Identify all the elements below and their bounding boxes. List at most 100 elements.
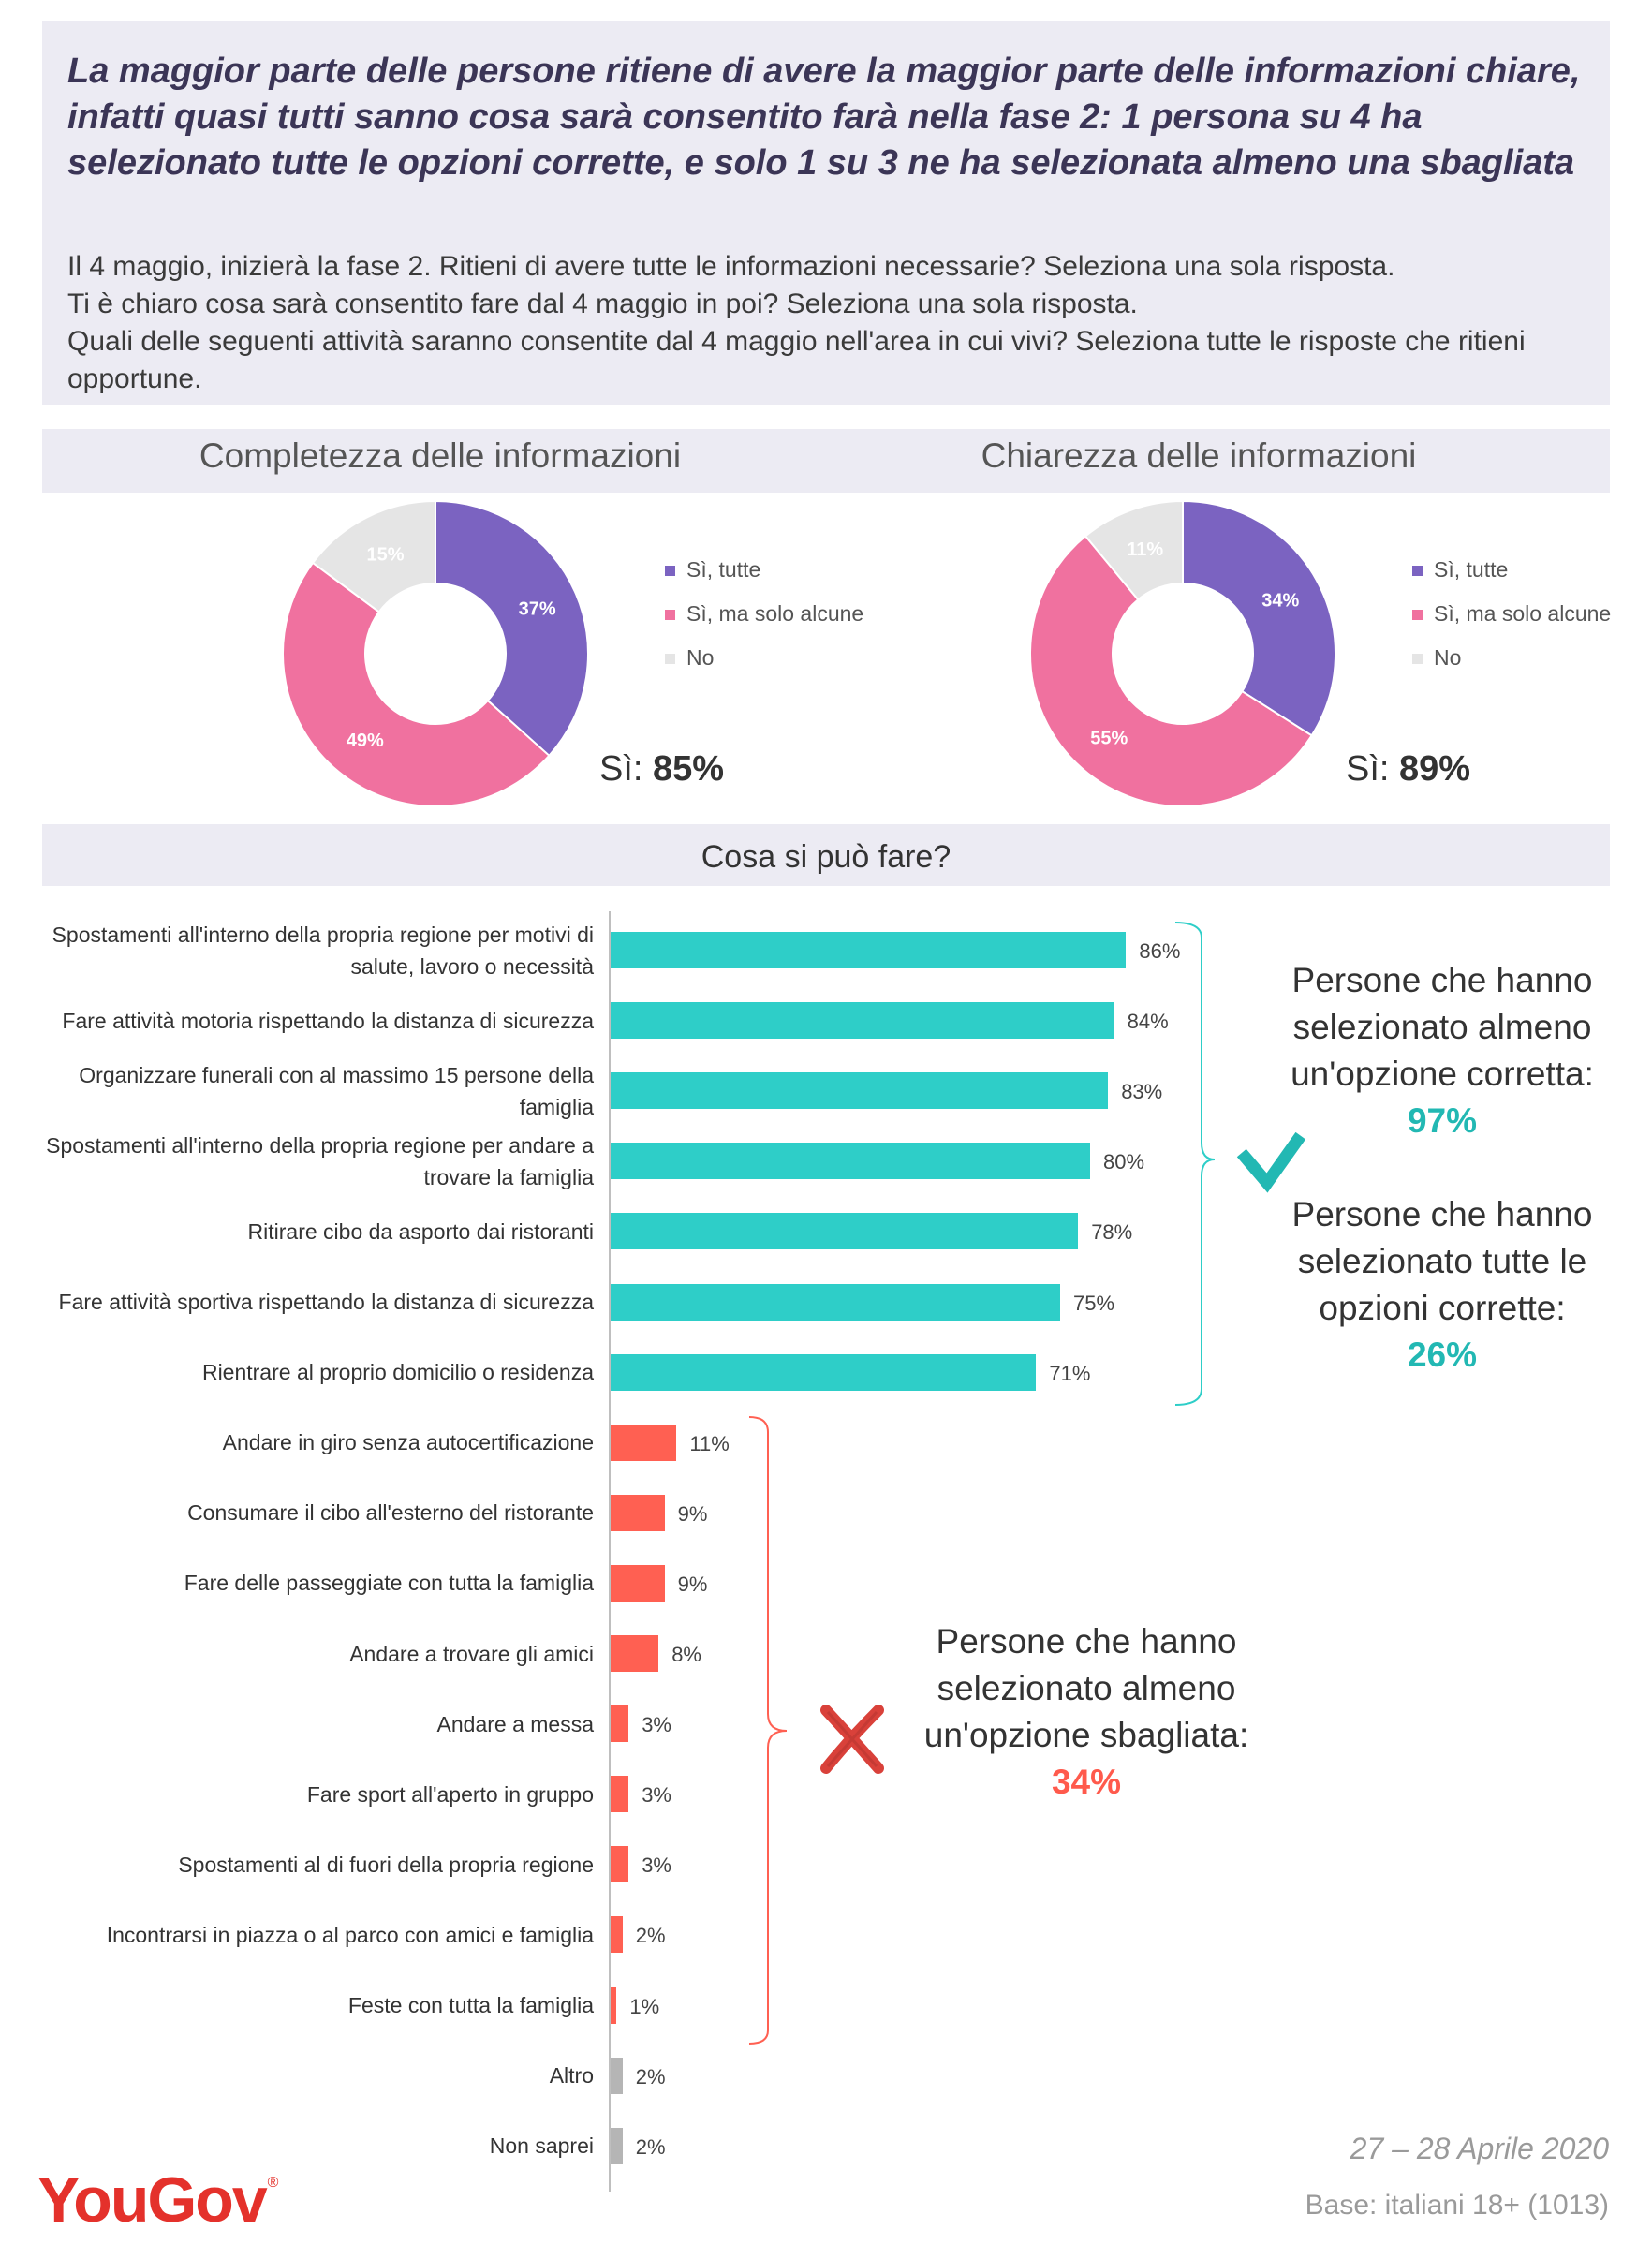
bar-value-label: 3%	[642, 1783, 671, 1808]
donut-value-label: 55%	[1090, 728, 1128, 748]
donut-chart-chiarezza: 34% 55% 11%	[1029, 499, 1336, 807]
bar-value-label: 84%	[1127, 1010, 1169, 1034]
donut-section-bar	[42, 429, 1610, 493]
bar-category-label: Spostamenti all'interno della propria re…	[46, 1132, 594, 1189]
bar-correct	[611, 1143, 1090, 1180]
bar-value-label: 80%	[1103, 1150, 1145, 1174]
legend-label: Sì, ma solo alcune	[686, 601, 864, 626]
bar-category-label: Spostamenti all'interno della propria re…	[52, 922, 594, 979]
bar-category-label: Fare delle passeggiate con tutta la fami…	[184, 1571, 594, 1596]
question-text: Il 4 maggio, inizierà la fase 2. Ritieni…	[67, 248, 1603, 398]
wrong-bracket	[748, 1416, 788, 2045]
donut-value-label: 11%	[1127, 539, 1163, 560]
total-si-value: 89%	[1399, 749, 1471, 789]
legend-swatch-no	[665, 654, 675, 664]
donut-slice-si-tutte	[435, 499, 589, 758]
legend-label: No	[1434, 645, 1462, 670]
bar-correct	[611, 1353, 1037, 1391]
callout-value: 26%	[1407, 1336, 1478, 1374]
bar-value-label: 9%	[677, 1501, 708, 1526]
sample-base: Base: italiani 18+ (1013)	[1305, 2190, 1609, 2221]
bar-correct	[611, 1072, 1109, 1110]
bar-value-label: 1%	[629, 1994, 660, 2018]
callout-text: Persone che hanno selezionato almeno un'…	[1291, 961, 1594, 1093]
right-donut-title: Chiarezza delle informazioni	[981, 436, 1417, 475]
bar-wrong	[611, 1635, 659, 1672]
legend-swatch-no	[1412, 654, 1423, 664]
bar-category-label: Incontrarsi in piazza o al parco con ami…	[106, 1922, 594, 1947]
bar-category-label: Feste con tutta la famiglia	[347, 1993, 594, 2017]
donut-value-label: 49%	[347, 731, 384, 751]
legend-label: No	[686, 645, 715, 670]
bar-value-label: 86%	[1139, 939, 1181, 963]
callout-text: Persone che hanno selezionato almeno un'…	[923, 1622, 1249, 1754]
callout-tutte-corrette: Persone che hanno selezionato tutte le o…	[1246, 1191, 1639, 1379]
logo-text: YouGov	[37, 2164, 268, 2236]
legend-label: Sì, tutte	[686, 557, 761, 582]
donut-value-label: 34%	[1261, 591, 1299, 612]
yougov-logo: YouGov ®	[37, 2163, 279, 2237]
bar-category-label: Fare attività motoria rispettando la dis…	[62, 1008, 594, 1033]
bar-value-label: 75%	[1073, 1291, 1115, 1315]
callout-value: 97%	[1407, 1101, 1478, 1140]
bar-wrong	[611, 1916, 623, 1954]
bar-wrong	[611, 1564, 665, 1602]
bar-wrong	[611, 1846, 629, 1883]
bar-value-label: 9%	[677, 1572, 708, 1596]
bar-category-label: Andare in giro senza autocertificazione	[222, 1430, 594, 1455]
legend-swatch-si-tutte	[665, 566, 675, 576]
bar-category-label: Fare attività sportiva rispettando la di…	[58, 1290, 594, 1314]
bar-value-label: 8%	[671, 1643, 701, 1666]
donut-chiarezza-slices: 34% 55% 11%	[1029, 499, 1336, 807]
callout-almeno-sbagliata: Persone che hanno selezionato almeno un'…	[894, 1618, 1278, 1806]
legend-item-si-tutte: Sì, tutte	[1412, 558, 1611, 581]
legend-item-no: No	[1412, 646, 1611, 669]
bar-value-label: 3%	[642, 1713, 671, 1737]
bar-other	[611, 2057, 623, 2094]
bar-category-label: Andare a messa	[436, 1711, 594, 1736]
bar-correct	[611, 932, 1127, 968]
bar-value-label: 2%	[635, 2064, 666, 2089]
bar-value-label: 11%	[689, 1431, 730, 1455]
legend-label: Sì, tutte	[1434, 557, 1509, 582]
cross-icon	[820, 1705, 884, 1774]
legend-label: Sì, ma solo alcune	[1434, 601, 1612, 626]
bar-value-label: 71%	[1049, 1361, 1091, 1385]
callout-text: Persone che hanno selezionato tutte le o…	[1291, 1195, 1593, 1327]
bar-wrong	[611, 1705, 629, 1743]
bar-correct	[611, 1283, 1060, 1321]
total-si-chiarezza: Sì: 89%	[1346, 749, 1470, 790]
bar-wrong	[611, 1424, 677, 1461]
total-si-label: Sì:	[1346, 749, 1400, 789]
bar-wrong	[611, 1494, 665, 1531]
legend-chiarezza: Sì, tutte Sì, ma solo alcune No	[1412, 558, 1611, 669]
bar-correct	[611, 1213, 1079, 1250]
left-donut-title: Completezza delle informazioni	[199, 436, 682, 475]
question-3: Quali delle seguenti attività saranno co…	[67, 326, 1526, 394]
question-1: Il 4 maggio, inizierà la fase 2. Ritieni…	[67, 251, 1395, 282]
legend-completezza: Sì, tutte Sì, ma solo alcune No	[665, 558, 863, 669]
bar-value-label: 2%	[635, 1924, 666, 1948]
legend-item-si-alcune: Sì, ma solo alcune	[665, 602, 863, 625]
donut-value-label: 15%	[366, 545, 404, 566]
bar-section-title: Cosa si può fare?	[701, 839, 951, 875]
bar-category-label: Fare sport all'aperto in gruppo	[306, 1781, 594, 1807]
correct-bracket	[1174, 922, 1216, 1406]
bar-section-bar	[42, 824, 1610, 886]
logo-registered-mark: ®	[267, 2175, 279, 2191]
bar-category-label: Spostamenti al di fuori della propria re…	[178, 1852, 594, 1877]
donut-completezza-slices: 37% 49% 15%	[282, 499, 589, 808]
bar-category-label: Consumare il cibo all'esterno del ristor…	[187, 1500, 594, 1526]
legend-swatch-si-alcune	[665, 610, 675, 620]
bar-value-label: 78%	[1091, 1220, 1133, 1245]
legend-swatch-si-tutte	[1412, 566, 1423, 576]
total-si-label: Sì:	[599, 749, 654, 789]
legend-swatch-si-alcune	[1412, 610, 1423, 620]
check-icon	[1236, 1131, 1306, 1193]
bar-category-label: Andare a trovare gli amici	[349, 1641, 594, 1666]
bar-category-label: Non saprei	[489, 2134, 594, 2159]
bar-wrong	[611, 1776, 629, 1813]
total-si-completezza: Sì: 85%	[599, 749, 724, 790]
legend-item-no: No	[665, 646, 863, 669]
donut-slice-si-alcune	[282, 561, 551, 808]
